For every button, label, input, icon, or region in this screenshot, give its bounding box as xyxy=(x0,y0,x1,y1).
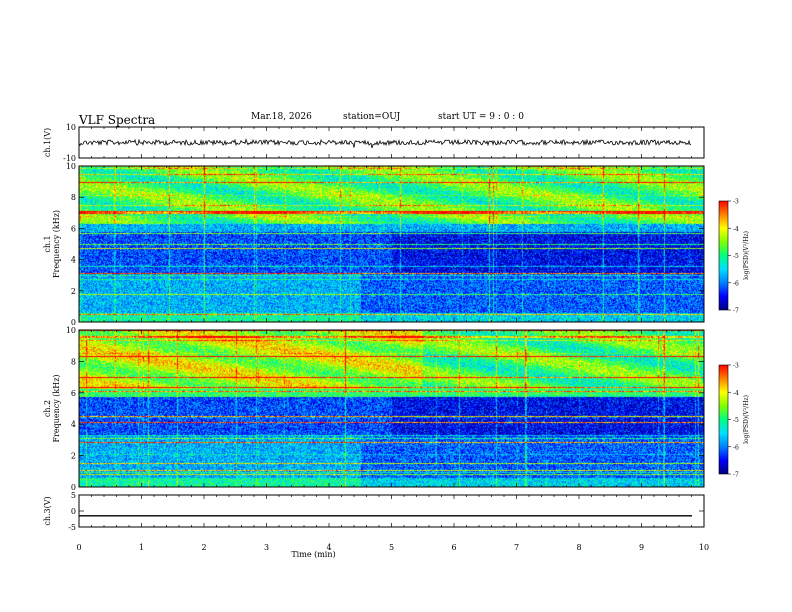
ch2-spectrogram-ytick-label: 0 xyxy=(71,483,76,492)
xtick-label: 2 xyxy=(201,543,206,552)
start-time-label: start UT = 9 : 0 : 0 xyxy=(438,112,524,122)
ch2-spectrogram-ytick-label: 10 xyxy=(66,326,76,335)
xtick-label: 9 xyxy=(639,543,644,552)
xtick-label: 8 xyxy=(576,543,581,552)
ch1-spectrogram-colorbar-tick: -5 xyxy=(733,253,739,260)
ch3-waveform-ylabel: ch.3(V) xyxy=(43,496,52,525)
figure-title: VLF Spectra xyxy=(79,113,156,127)
xtick-label: 0 xyxy=(76,543,81,552)
ch1-waveform-ytick-label: -10 xyxy=(63,154,76,163)
ch2-spectrogram-colorbar-tick: -4 xyxy=(733,390,739,397)
x-axis-label: Time (min) xyxy=(291,550,335,559)
ch2-spectrogram-colorbar-tick: -6 xyxy=(733,444,739,451)
ch1-spectrogram-ylabel-channel: ch.1 xyxy=(43,235,52,252)
ch1-spectrogram-colorbar-tick: -4 xyxy=(733,226,739,233)
ch2-spectrogram-colorbar-tick: -7 xyxy=(733,472,739,479)
ch1-spectrogram-colorbar-label: log(PSD)(V²/Hz) xyxy=(743,231,750,280)
ch2-spectrogram-ylabel-freq: Frequency (kHz) xyxy=(52,374,61,442)
ch1-spectrogram-image xyxy=(79,166,704,322)
ch2-spectrogram-colorbar xyxy=(718,364,729,475)
ch1-spectrogram-ytick-label: 10 xyxy=(66,162,76,171)
xtick-label: 10 xyxy=(699,543,709,552)
ch1-spectrogram-colorbar xyxy=(718,200,729,311)
ch2-spectrogram-ylabel-channel: ch.2 xyxy=(43,400,52,417)
ch3-waveform-frame xyxy=(78,494,705,528)
ch2-spectrogram-ytick-label: 8 xyxy=(71,357,76,366)
ch1-spectrogram-ytick-label: 6 xyxy=(71,224,76,233)
ch1-waveform-trace xyxy=(78,138,692,149)
station-label: station=OUJ xyxy=(343,112,401,122)
xtick-label: 5 xyxy=(389,543,394,552)
ch1-spectrogram-colorbar-tick: -7 xyxy=(733,308,739,315)
date-label: Mar.18, 2026 xyxy=(251,112,312,122)
ch2-spectrogram-colorbar-label: log(PSD)(V²/Hz) xyxy=(743,395,750,444)
xtick-label: 4 xyxy=(326,543,331,552)
ch3-waveform-ytick-label: 0 xyxy=(71,507,76,516)
ch1-spectrogram-ytick-label: 8 xyxy=(71,193,76,202)
ch1-spectrogram-ytick-label: 2 xyxy=(71,287,76,296)
xtick-label: 1 xyxy=(139,543,144,552)
ch3-waveform-ytick-label: 5 xyxy=(71,491,76,500)
ch1-spectrogram-colorbar-tick: -6 xyxy=(733,280,739,287)
ch3-waveform-ytick-label: -5 xyxy=(68,523,76,532)
ch2-spectrogram-image xyxy=(79,330,704,487)
ch2-spectrogram-colorbar-tick: -3 xyxy=(733,363,739,370)
ch1-spectrogram-ytick-label: 4 xyxy=(71,256,76,265)
ch1-waveform-ytick-label: 10 xyxy=(66,123,76,132)
xtick-label: 3 xyxy=(264,543,269,552)
ch1-spectrogram-colorbar-tick: -3 xyxy=(733,199,739,206)
ch2-spectrogram-colorbar-tick: -5 xyxy=(733,417,739,424)
ch1-spectrogram-ytick-label: 0 xyxy=(71,318,76,327)
xtick-label: 6 xyxy=(451,543,456,552)
xtick-label: 7 xyxy=(514,543,519,552)
ch2-spectrogram-ytick-label: 4 xyxy=(71,420,76,429)
ch1-spectrogram-ylabel-freq: Frequency (kHz) xyxy=(52,210,61,278)
ch2-spectrogram-ytick-label: 6 xyxy=(71,389,76,398)
ch1-waveform-ylabel: ch.1(V) xyxy=(43,128,52,157)
ch2-spectrogram-ytick-label: 2 xyxy=(71,452,76,461)
